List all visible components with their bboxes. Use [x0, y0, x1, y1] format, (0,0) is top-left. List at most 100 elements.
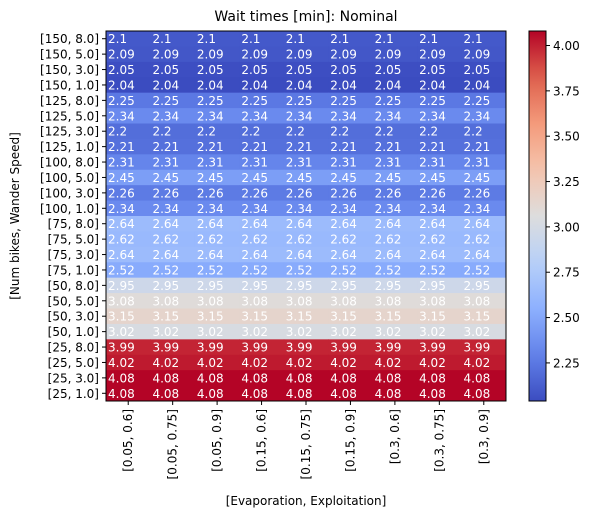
cell-value-label: 2.34 — [375, 202, 402, 216]
cell-value-label: 2.64 — [375, 248, 402, 262]
cell-value-label: 2.62 — [108, 233, 135, 247]
cell-value-label: 2.04 — [152, 78, 179, 92]
cell-value-label: 2.45 — [108, 171, 135, 185]
cell-value-label: 2.64 — [197, 217, 224, 231]
heatmap-cell — [328, 46, 374, 63]
heatmap-cell — [194, 385, 240, 402]
cell-value-label: 2.25 — [197, 94, 224, 108]
heatmap-cell — [461, 262, 507, 279]
heatmap-cell — [283, 354, 329, 371]
cell-value-label: 2.62 — [419, 233, 446, 247]
heatmap-cell — [194, 308, 240, 325]
cell-value-label: 2.1 — [375, 32, 394, 46]
cell-value-label: 3.08 — [152, 294, 179, 308]
cell-value-label: 2.31 — [375, 156, 402, 170]
heatmap-cell — [461, 246, 507, 263]
heatmap-cell — [150, 123, 196, 140]
heatmap-cell — [417, 108, 463, 124]
heatmap-cell — [372, 385, 418, 402]
cell-value-label: 4.08 — [286, 371, 313, 385]
colorbar-tick-label: 3.75 — [553, 84, 580, 98]
heatmap-cell — [239, 277, 285, 294]
cell-value-label: 2.52 — [464, 263, 491, 277]
cell-value-label: 4.02 — [197, 356, 224, 370]
heatmap-cell — [372, 123, 418, 140]
heatmap-cell — [150, 354, 196, 371]
heatmap-cell — [283, 154, 329, 171]
heatmap-cell — [372, 277, 418, 294]
heatmap-cell — [372, 200, 418, 217]
heatmap-cell — [372, 370, 418, 387]
cell-value-label: 2.26 — [464, 186, 491, 200]
cell-value-label: 4.02 — [330, 356, 357, 370]
cell-value-label: 2.62 — [286, 233, 313, 247]
cell-value-label: 3.08 — [375, 294, 402, 308]
heatmap-cell — [106, 77, 151, 94]
cell-value-label: 2.1 — [197, 32, 216, 46]
cell-value-label: 3.15 — [375, 310, 402, 324]
y-tick-label: [125, 3.0] — [40, 125, 99, 139]
y-tick-label: [75, 3.0] — [48, 248, 99, 262]
heatmap-cell — [417, 169, 463, 186]
cell-value-label: 2.52 — [197, 263, 224, 277]
heatmap-cell — [106, 185, 151, 202]
heatmap-cell — [283, 370, 329, 387]
y-tick-label: [150, 5.0] — [40, 48, 99, 62]
cell-value-label: 2.26 — [286, 186, 313, 200]
cell-value-label: 2.62 — [241, 233, 268, 247]
heatmap-cell — [417, 277, 463, 294]
heatmap-cell — [239, 169, 285, 186]
heatmap-cell — [372, 308, 418, 325]
cell-value-label: 3.15 — [241, 310, 268, 324]
heatmap-cell — [417, 77, 463, 94]
heatmap-cell — [417, 185, 463, 202]
heatmap-cell — [417, 123, 463, 140]
heatmap-cell — [328, 293, 374, 309]
heatmap-cell — [150, 200, 196, 217]
heatmap-cell — [283, 216, 329, 232]
y-tick-label: [50, 5.0] — [48, 294, 99, 308]
x-tick-label: [0.15, 0.75] — [299, 409, 313, 479]
cell-value-label: 4.08 — [108, 387, 135, 401]
cell-value-label: 4.02 — [152, 356, 179, 370]
heatmap-cell — [239, 108, 285, 124]
cell-value-label: 2.45 — [419, 171, 446, 185]
cell-value-label: 3.02 — [152, 325, 179, 339]
cell-value-label: 2.34 — [197, 109, 224, 123]
cell-value-label: 2.09 — [419, 48, 446, 62]
cell-value-label: 2.45 — [464, 171, 491, 185]
colorbar-tick-label: 3.00 — [553, 220, 580, 234]
cell-value-label: 2.25 — [330, 94, 357, 108]
cell-value-label: 4.02 — [419, 356, 446, 370]
cell-value-label: 2.04 — [286, 78, 313, 92]
heatmap-cell — [239, 339, 285, 356]
cell-value-label: 2.21 — [108, 140, 135, 154]
y-tick-label: [50, 3.0] — [48, 310, 99, 324]
heatmap-cell — [461, 200, 507, 217]
heatmap-cell — [372, 46, 418, 63]
colorbar-tick-label: 2.50 — [553, 311, 580, 325]
cell-value-label: 4.08 — [330, 387, 357, 401]
cell-value-label: 2.1 — [152, 32, 171, 46]
cell-value-label: 3.02 — [464, 325, 491, 339]
heatmap-cell — [461, 216, 507, 232]
colorbar — [528, 30, 547, 402]
heatmap-cell — [283, 246, 329, 263]
heatmap-cell — [150, 323, 196, 340]
cell-value-label: 2.05 — [286, 63, 313, 77]
cell-value-label: 4.08 — [375, 371, 402, 385]
cell-value-label: 2.05 — [419, 63, 446, 77]
heatmap-cell — [239, 231, 285, 248]
heatmap-cell — [328, 185, 374, 202]
cell-value-label: 2.09 — [197, 48, 224, 62]
cell-value-label: 2.64 — [241, 217, 268, 231]
heatmap-cell — [106, 200, 151, 217]
heatmap-cell — [239, 154, 285, 171]
cell-value-label: 2.34 — [108, 202, 135, 216]
heatmap-cell — [150, 277, 196, 294]
cell-value-label: 2.34 — [286, 109, 313, 123]
heatmap-cell — [283, 46, 329, 63]
heatmap-cell — [106, 108, 151, 124]
cell-value-label: 2.26 — [330, 186, 357, 200]
x-axis-label: [Evaporation, Exploitation] — [226, 494, 387, 508]
